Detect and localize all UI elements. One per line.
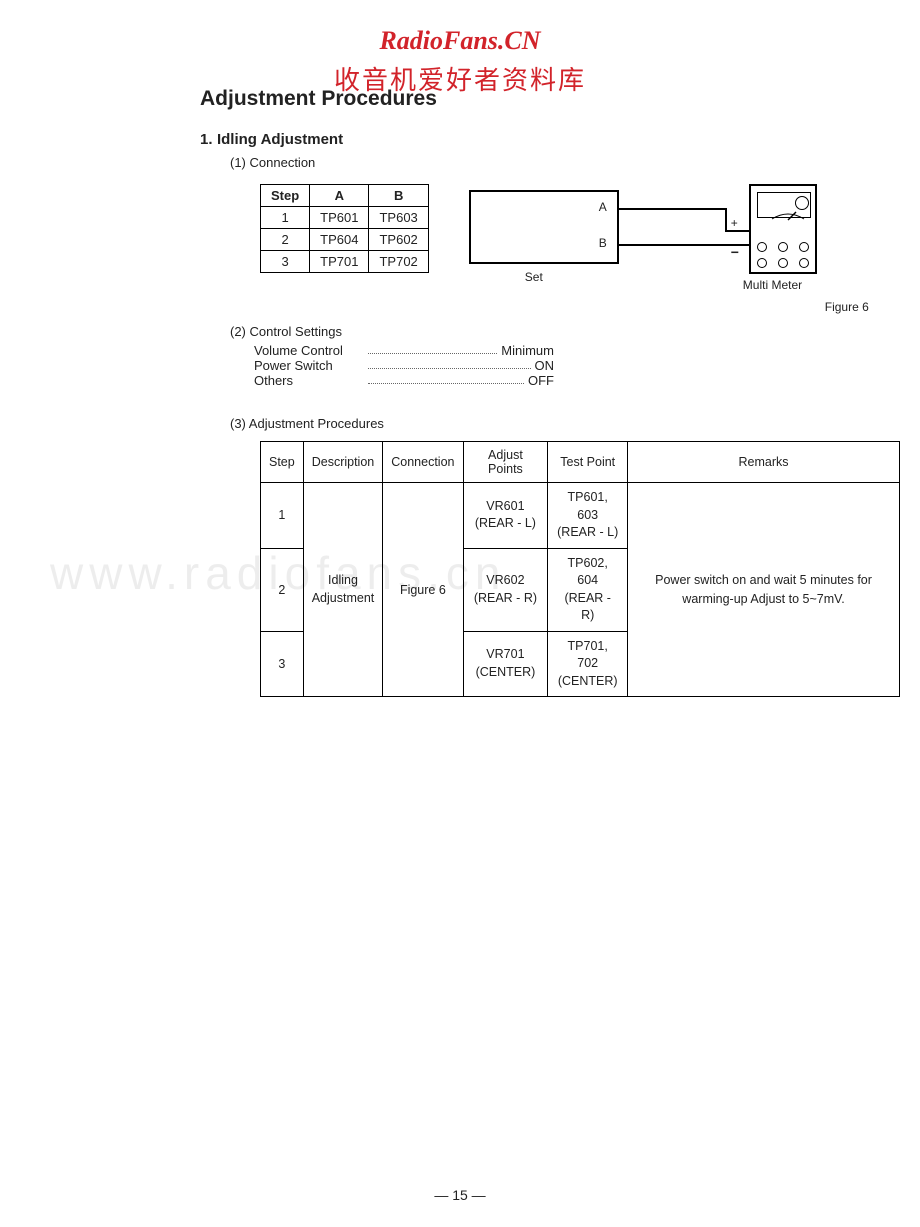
td-adjust: VR601(REAR - L) xyxy=(463,483,548,549)
setting-label: Power Switch xyxy=(254,358,364,373)
th: Remarks xyxy=(628,442,900,483)
wire-a-h2 xyxy=(725,230,749,232)
connection-table: Step A B 1 TP601 TP603 2 TP604 TP602 3 T… xyxy=(260,184,429,273)
connection-diagram: A B + − xyxy=(469,184,829,294)
td-step: 2 xyxy=(261,548,304,631)
connection-row: Step A B 1 TP601 TP603 2 TP604 TP602 3 T… xyxy=(200,184,860,294)
table-row: Step A B xyxy=(261,185,429,207)
td-step: 3 xyxy=(261,631,304,697)
sub3-num: (3) xyxy=(230,416,246,431)
settings-list: Volume Control Minimum Power Switch ON O… xyxy=(254,343,860,388)
needle-icon xyxy=(770,211,806,221)
td-test: TP601, 603(REAR - L) xyxy=(548,483,628,549)
section-1-heading: Idling Adjustment xyxy=(217,131,343,148)
procedure-table: Step Description Connection Adjust Point… xyxy=(260,441,900,697)
wire-a-v xyxy=(725,208,727,232)
table-row: 1 TP601 TP603 xyxy=(261,207,429,229)
table-row: Step Description Connection Adjust Point… xyxy=(261,442,900,483)
figure-label: Figure 6 xyxy=(825,300,869,314)
sub2-label: Control Settings xyxy=(250,324,343,339)
sub-2: (2) Control Settings Volume Control Mini… xyxy=(230,324,860,388)
knob-icon xyxy=(778,258,788,268)
setting-value: Minimum xyxy=(501,343,554,358)
td-adjust: VR701(CENTER) xyxy=(463,631,548,697)
meter-label: Multi Meter xyxy=(743,278,802,292)
table-row: 1 IdlingAdjustment Figure 6 VR601(REAR -… xyxy=(261,483,900,549)
knob-icon xyxy=(799,258,809,268)
dots-icon xyxy=(368,343,497,354)
knob-row-2 xyxy=(757,258,809,268)
knob-icon xyxy=(757,258,767,268)
td-test: TP701, 702(CENTER) xyxy=(548,631,628,697)
setting-label: Volume Control xyxy=(254,343,364,358)
setting-value: ON xyxy=(535,358,555,373)
th: Step xyxy=(261,442,304,483)
plus-icon: + xyxy=(731,216,738,230)
td-step: 1 xyxy=(261,483,304,549)
th-step: Step xyxy=(261,185,310,207)
sub2-num: (2) xyxy=(230,324,246,339)
watermark-line1: RadioFans.CN xyxy=(60,26,860,56)
label-a: A xyxy=(599,200,607,214)
sub3-label: Adjustment Procedures xyxy=(249,416,384,431)
setting-row: Power Switch ON xyxy=(254,358,554,373)
table-row: 3 TP701 TP702 xyxy=(261,251,429,273)
th: Adjust Points xyxy=(463,442,548,483)
minus-icon: − xyxy=(731,244,739,260)
dots-icon xyxy=(368,358,531,369)
table-row: 2 TP604 TP602 xyxy=(261,229,429,251)
set-label: Set xyxy=(525,270,543,284)
td-description: IdlingAdjustment xyxy=(303,483,383,697)
section-1: 1. Idling Adjustment (1) Connection Step… xyxy=(200,131,860,697)
dots-icon xyxy=(368,373,524,384)
set-box xyxy=(469,190,619,264)
setting-row: Others OFF xyxy=(254,373,554,388)
section-1-num: 1. xyxy=(200,131,213,148)
sub-3: (3) Adjustment Procedures xyxy=(230,416,860,431)
td-remarks: Power switch on and wait 5 minutes for w… xyxy=(628,483,900,697)
setting-row: Volume Control Minimum xyxy=(254,343,554,358)
page-number: — 15 — xyxy=(0,1187,920,1203)
page: RadioFans.CN 收音机爱好者资料库 Adjustment Proced… xyxy=(0,0,920,717)
wire-a xyxy=(619,208,727,210)
knob-icon xyxy=(757,242,767,252)
td-test: TP602, 604(REAR - R) xyxy=(548,548,628,631)
setting-value: OFF xyxy=(528,373,554,388)
setting-label: Others xyxy=(254,373,364,388)
knob-row xyxy=(757,242,809,252)
wire-b xyxy=(619,244,749,246)
td-adjust: VR602(REAR - R) xyxy=(463,548,548,631)
sub1-num: (1) xyxy=(230,155,246,170)
th: Test Point xyxy=(548,442,628,483)
th-b: B xyxy=(369,185,428,207)
sub-1: (1) Connection xyxy=(230,155,860,170)
knob-icon xyxy=(778,242,788,252)
label-b: B xyxy=(599,236,607,250)
th-a: A xyxy=(310,185,369,207)
th: Description xyxy=(303,442,383,483)
th: Connection xyxy=(383,442,463,483)
td-connection: Figure 6 xyxy=(383,483,463,697)
knob-large xyxy=(795,196,809,210)
multimeter xyxy=(749,184,817,274)
knob-icon xyxy=(799,242,809,252)
sub1-label: Connection xyxy=(250,155,316,170)
